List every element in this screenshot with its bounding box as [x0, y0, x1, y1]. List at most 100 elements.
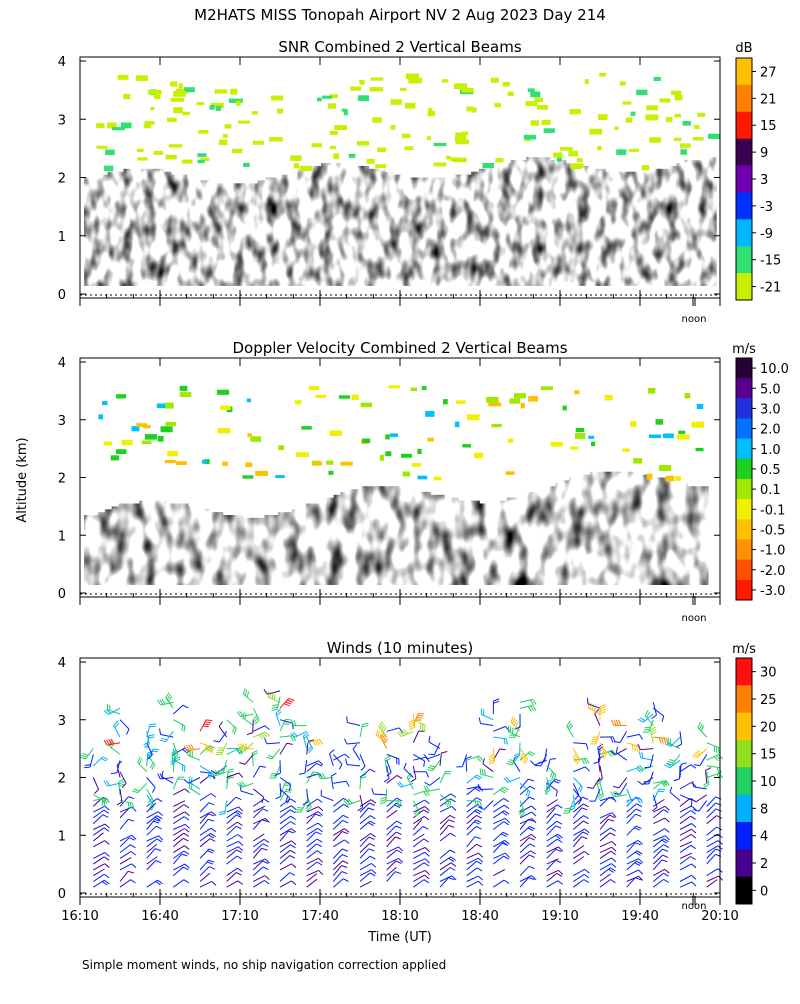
snr-cell — [329, 259, 338, 263]
doppler-cell — [223, 515, 231, 519]
doppler-cell — [306, 504, 314, 508]
snr-cell — [613, 172, 622, 176]
snr-cell — [582, 236, 591, 240]
snr-cell — [684, 236, 693, 240]
snr-upper-cell — [229, 99, 243, 103]
snr-cell — [155, 259, 164, 263]
snr-cell — [526, 192, 535, 196]
doppler-cell — [98, 512, 106, 516]
snr-cell — [100, 175, 109, 179]
snr-cell — [392, 236, 401, 240]
snr-cell — [613, 236, 622, 240]
snr-cell — [100, 259, 109, 263]
doppler-cell — [278, 512, 286, 516]
snr-cell — [84, 236, 93, 240]
snr-cell — [297, 236, 306, 240]
snr-cell — [92, 259, 101, 263]
snr-cell — [147, 192, 156, 196]
doppler-cell — [271, 515, 279, 519]
snr-upper-cell — [342, 109, 348, 112]
snr-cell — [503, 192, 512, 196]
snr-ytick-label: 1 — [58, 230, 66, 245]
snr-upper-cell — [230, 89, 237, 95]
snr-cell — [100, 236, 109, 240]
snr-cell — [637, 215, 646, 219]
snr-cell — [542, 236, 551, 240]
snr-cell — [629, 215, 638, 219]
snr-cell — [195, 192, 204, 196]
snr-upper-cell — [137, 149, 144, 152]
snr-cell — [274, 236, 283, 240]
snr-upper-cell — [238, 121, 250, 124]
snr-colorbar-label: 3 — [760, 173, 768, 188]
snr-cell — [384, 172, 393, 176]
snr-cell — [187, 192, 196, 196]
snr-cell — [471, 259, 480, 263]
snr-cell — [116, 215, 125, 219]
snr-cell — [700, 166, 709, 170]
snr-cell — [440, 236, 449, 240]
doppler-cell — [445, 498, 453, 502]
snr-cell — [242, 259, 251, 263]
snr-cell — [669, 236, 678, 240]
snr-cell — [274, 215, 283, 219]
snr-cell — [590, 282, 599, 286]
snr-cell — [558, 215, 567, 219]
snr-cell — [289, 259, 298, 263]
doppler-heatmap — [84, 385, 709, 585]
snr-cell — [392, 259, 401, 263]
snr-upper-cell — [530, 92, 540, 98]
snr-cell — [677, 236, 686, 240]
snr-upper-cell — [223, 134, 228, 138]
doppler-cell — [424, 492, 432, 496]
snr-upper-cell — [631, 112, 636, 116]
snr-cell — [289, 282, 298, 286]
doppler-cell — [396, 486, 404, 490]
snr-upper-cell — [375, 164, 386, 168]
snr-cell — [542, 166, 551, 170]
snr-cell — [503, 236, 512, 240]
snr-colorbar-unit: dB — [735, 41, 752, 56]
snr-cell — [116, 259, 125, 263]
snr-upper-cell — [597, 146, 601, 150]
snr-cell — [234, 236, 243, 240]
snr-upper-cell — [167, 118, 177, 122]
snr-upper-cell — [491, 78, 499, 83]
snr-cell — [92, 215, 101, 219]
doppler-cell — [230, 515, 238, 519]
snr-cell — [637, 192, 646, 196]
snr-cell — [282, 215, 291, 219]
snr-cell — [637, 282, 646, 286]
snr-cell — [432, 259, 441, 263]
snr-cell — [226, 236, 235, 240]
snr-upper-cell — [391, 125, 396, 130]
snr-upper-cell — [455, 133, 466, 138]
snr-cell — [203, 282, 212, 286]
snr-cell — [463, 215, 472, 219]
snr-colorbar-label: -3 — [760, 200, 773, 215]
snr-cell — [368, 282, 377, 286]
snr-cell — [653, 259, 662, 263]
doppler-cell — [313, 504, 321, 508]
snr-cell — [463, 282, 472, 286]
doppler-cell — [410, 489, 418, 493]
snr-cell — [534, 259, 543, 263]
snr-cell — [645, 192, 654, 196]
snr-cell — [534, 192, 543, 196]
snr-cell — [558, 166, 567, 170]
snr-cell — [84, 282, 93, 286]
snr-cell — [645, 172, 654, 176]
snr-upper-cell — [357, 141, 369, 145]
snr-cell — [242, 282, 251, 286]
snr-cell — [503, 282, 512, 286]
snr-cell — [384, 215, 393, 219]
snr-cell — [210, 236, 219, 240]
snr-upper-cell — [683, 121, 691, 126]
snr-upper-cell — [236, 101, 240, 106]
snr-cell — [210, 183, 219, 187]
snr-cell — [242, 192, 251, 196]
snr-cell — [684, 215, 693, 219]
snr-upper-cell — [182, 160, 193, 164]
snr-cell — [684, 259, 693, 263]
snr-cell — [669, 259, 678, 263]
